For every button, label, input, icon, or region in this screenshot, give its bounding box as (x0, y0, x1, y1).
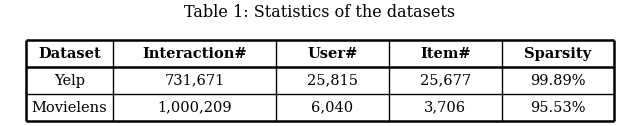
Text: 3,706: 3,706 (424, 101, 467, 115)
Text: 731,671: 731,671 (164, 74, 225, 88)
Text: Table 1: Statistics of the datasets: Table 1: Statistics of the datasets (184, 4, 456, 21)
Text: Yelp: Yelp (54, 74, 85, 88)
Text: 1,000,209: 1,000,209 (157, 101, 232, 115)
Text: 6,040: 6,040 (312, 101, 353, 115)
Text: Dataset: Dataset (38, 47, 101, 61)
Text: Sparsity: Sparsity (524, 47, 591, 61)
Text: 25,815: 25,815 (307, 74, 358, 88)
Text: 99.89%: 99.89% (531, 74, 586, 88)
Text: 25,677: 25,677 (420, 74, 471, 88)
Text: Item#: Item# (420, 47, 470, 61)
Text: User#: User# (307, 47, 358, 61)
Text: Movielens: Movielens (31, 101, 108, 115)
Text: 95.53%: 95.53% (531, 101, 586, 115)
Text: Interaction#: Interaction# (143, 47, 247, 61)
